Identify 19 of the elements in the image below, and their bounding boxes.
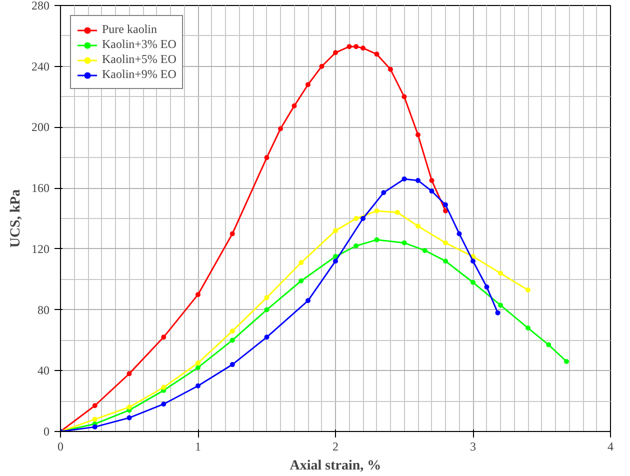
legend-label: Kaolin+9% EO xyxy=(102,67,176,82)
legend-label: Kaolin+3% EO xyxy=(102,37,176,52)
legend-label: Kaolin+5% EO xyxy=(102,52,176,67)
y-tick-label: 40 xyxy=(38,364,50,378)
y-tick-label: 240 xyxy=(32,59,50,74)
x-tick-label: 2 xyxy=(332,440,338,454)
legend-label: Pure kaolin xyxy=(102,22,157,37)
y-tick-label: 200 xyxy=(32,120,50,134)
y-tick-label: 80 xyxy=(38,302,50,317)
x-axis-title: Axial strain, % xyxy=(290,458,382,474)
x-tick-label: 0 xyxy=(58,440,64,454)
x-tick-label: 1 xyxy=(195,440,201,454)
y-axis-title: UCS, kPa xyxy=(8,189,24,248)
y-tick-label: 120 xyxy=(32,242,50,256)
x-tick-label: 3 xyxy=(470,440,476,454)
x-tick-label: 4 xyxy=(608,440,614,454)
y-tick-label: 280 xyxy=(32,0,50,12)
y-tick-label: 160 xyxy=(32,181,50,196)
y-tick-label: 0 xyxy=(44,424,50,438)
